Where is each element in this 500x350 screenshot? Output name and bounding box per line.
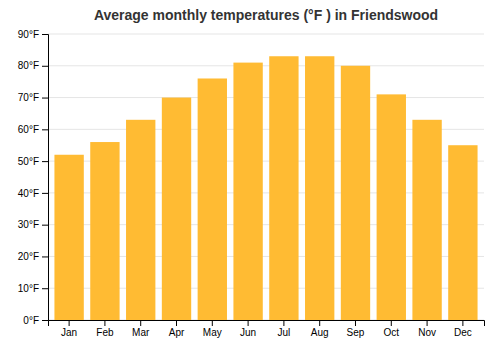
y-tick-mark bbox=[42, 193, 48, 194]
x-tick-label: Jan bbox=[61, 327, 77, 338]
bar bbox=[448, 145, 477, 320]
x-tick-label: Sep bbox=[347, 327, 365, 338]
y-tick-label: 30°F bbox=[18, 219, 39, 230]
x-tick-mark bbox=[212, 320, 213, 326]
y-tick-mark bbox=[42, 256, 48, 257]
bars bbox=[54, 56, 477, 320]
y-tick-mark bbox=[42, 66, 48, 67]
bar bbox=[269, 56, 298, 320]
y-tick-label: 90°F bbox=[18, 29, 39, 40]
x-tick-label: Nov bbox=[418, 327, 436, 338]
x-tick: Jul bbox=[277, 320, 290, 338]
y-tick: 10°F bbox=[18, 283, 48, 294]
x-tick: Aug bbox=[311, 320, 329, 338]
x-tick-mark bbox=[391, 320, 392, 326]
bar bbox=[162, 98, 191, 320]
plot-area: 0°F 10°F 20°F 30°F 40°F 50°F 60°F 70°F 80°F 90°F J… bbox=[18, 29, 485, 338]
y-tick-mark bbox=[42, 161, 48, 162]
x-tick-label: Mar bbox=[132, 327, 150, 338]
y-tick-label: 80°F bbox=[18, 60, 39, 71]
y-tick: 20°F bbox=[18, 251, 48, 262]
y-axis: 0°F 10°F 20°F 30°F 40°F 50°F 60°F 70°F 80°F 90°F bbox=[18, 29, 49, 326]
x-tick-mark bbox=[104, 320, 105, 326]
y-tick: 80°F bbox=[18, 60, 48, 71]
y-tick-mark bbox=[42, 225, 48, 226]
grid-line bbox=[48, 34, 484, 35]
grid-line bbox=[48, 97, 484, 98]
chart-container: Average monthly temperatures (°F ) in Fr… bbox=[0, 0, 500, 350]
x-tick: May bbox=[203, 320, 222, 338]
x-tick: Nov bbox=[418, 320, 436, 338]
x-tick-mark bbox=[283, 320, 284, 326]
bar bbox=[341, 66, 370, 320]
x-tick: Dec bbox=[454, 320, 472, 338]
y-axis-line bbox=[42, 35, 49, 321]
y-tick-label: 50°F bbox=[18, 156, 39, 167]
y-tick: 90°F bbox=[18, 29, 48, 40]
x-tick-label: May bbox=[203, 327, 222, 338]
x-tick-mark bbox=[355, 320, 356, 326]
y-tick-mark bbox=[42, 320, 48, 321]
x-axis: Jan Feb Mar Apr May Jun Jul Aug Sep Oct Nov Dec bbox=[49, 320, 485, 338]
x-tick-label: Jul bbox=[277, 327, 290, 338]
y-tick: 60°F bbox=[18, 124, 48, 135]
x-tick-mark bbox=[69, 320, 70, 326]
y-tick: 0°F bbox=[23, 315, 48, 326]
y-tick: 30°F bbox=[18, 219, 48, 230]
x-tick-label: Apr bbox=[169, 327, 185, 338]
bar bbox=[377, 94, 406, 320]
y-tick: 70°F bbox=[18, 92, 48, 103]
x-tick: Feb bbox=[96, 320, 114, 338]
x-tick: Sep bbox=[347, 320, 365, 338]
chart-title: Average monthly temperatures (°F ) in Fr… bbox=[94, 7, 438, 23]
x-tick-label: Feb bbox=[96, 327, 114, 338]
bar bbox=[126, 120, 155, 320]
y-tick: 40°F bbox=[18, 188, 48, 199]
grid bbox=[48, 34, 484, 320]
bar bbox=[198, 78, 227, 320]
x-tick: Jan bbox=[61, 320, 77, 338]
y-tick-mark bbox=[42, 98, 48, 99]
bar bbox=[305, 56, 334, 320]
x-tick-mark bbox=[176, 320, 177, 326]
y-tick-label: 60°F bbox=[18, 124, 39, 135]
x-tick-label: Aug bbox=[311, 327, 329, 338]
y-tick-mark bbox=[42, 34, 48, 35]
x-tick-mark bbox=[427, 320, 428, 326]
x-tick-mark bbox=[248, 320, 249, 326]
chart-svg: Average monthly temperatures (°F ) in Fr… bbox=[0, 0, 500, 350]
bar bbox=[412, 120, 441, 320]
x-tick-label: Jun bbox=[240, 327, 256, 338]
x-tick-label: Dec bbox=[454, 327, 472, 338]
x-tick: Apr bbox=[169, 320, 185, 338]
y-tick: 50°F bbox=[18, 156, 48, 167]
x-tick-label: Oct bbox=[384, 327, 400, 338]
y-tick-label: 10°F bbox=[18, 283, 39, 294]
y-tick-label: 0°F bbox=[23, 315, 39, 326]
y-tick-mark bbox=[42, 129, 48, 130]
y-tick-label: 20°F bbox=[18, 251, 39, 262]
y-tick-label: 40°F bbox=[18, 188, 39, 199]
x-tick-mark bbox=[140, 320, 141, 326]
y-tick-label: 70°F bbox=[18, 92, 39, 103]
x-tick-mark bbox=[462, 320, 463, 326]
y-tick-mark bbox=[42, 288, 48, 289]
bar bbox=[233, 63, 262, 320]
grid-line bbox=[48, 65, 484, 66]
x-axis-line bbox=[49, 321, 485, 327]
bar bbox=[54, 155, 83, 320]
bar bbox=[90, 142, 119, 320]
x-tick: Oct bbox=[384, 320, 400, 338]
x-tick: Jun bbox=[240, 320, 256, 338]
x-tick-mark bbox=[319, 320, 320, 326]
x-tick: Mar bbox=[132, 320, 150, 338]
